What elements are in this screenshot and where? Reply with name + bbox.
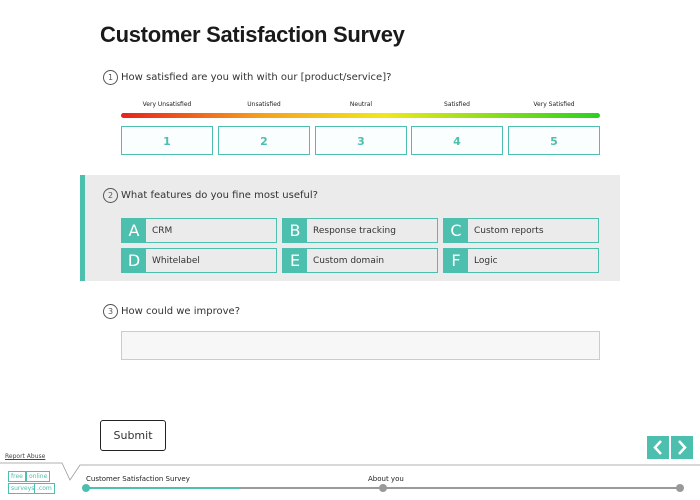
option-label: CRM: [152, 225, 173, 236]
footer-lines: [0, 462, 700, 492]
option-letter: E: [283, 249, 307, 272]
rating-button[interactable]: 2: [218, 126, 310, 155]
question-number: 2: [103, 188, 118, 203]
option-label: Response tracking: [313, 225, 396, 236]
logo-part: surveys: [8, 483, 38, 494]
option-label: Custom reports: [474, 225, 544, 236]
rating-button[interactable]: 4: [411, 126, 503, 155]
next-button[interactable]: [671, 436, 693, 459]
scale-label: Very Satisfied: [533, 101, 575, 108]
question-text: What features do you fine most useful?: [121, 190, 318, 201]
rating-button[interactable]: 5: [508, 126, 600, 155]
feature-option[interactable]: D Whitelabel: [121, 248, 277, 273]
option-letter: D: [122, 249, 146, 272]
question-number: 1: [103, 70, 118, 85]
progress-label: About you: [368, 475, 404, 483]
scale-gradient: [121, 113, 600, 118]
next-icon: [678, 440, 687, 455]
question-text: How could we improve?: [121, 306, 241, 317]
feature-option[interactable]: E Custom domain: [282, 248, 438, 273]
feature-option[interactable]: F Logic: [443, 248, 599, 273]
rating-button[interactable]: 1: [121, 126, 213, 155]
report-abuse-link[interactable]: Report Abuse: [5, 453, 46, 460]
question-number: 3: [103, 304, 118, 319]
survey-title: Customer Satisfaction Survey: [100, 22, 405, 47]
option-letter: F: [444, 249, 468, 272]
scale-label: Unsatisfied: [247, 101, 281, 108]
logo-part: online: [26, 471, 51, 482]
option-letter: B: [283, 219, 307, 242]
submit-button[interactable]: Submit: [100, 420, 166, 451]
prev-icon: [653, 440, 662, 455]
feature-option[interactable]: A CRM: [121, 218, 277, 243]
option-label: Whitelabel: [152, 255, 200, 266]
scale-label: Very Unsatisfied: [142, 101, 192, 108]
option-label: Custom domain: [313, 255, 385, 266]
option-label: Logic: [474, 255, 498, 266]
question-text: How satisfied are you with with our [pro…: [121, 72, 392, 83]
scale-label: Neutral: [349, 101, 373, 108]
progress-label: Customer Satisfaction Survey: [86, 475, 190, 483]
text-input[interactable]: [121, 331, 600, 360]
option-letter: C: [444, 219, 468, 242]
feature-option[interactable]: B Response tracking: [282, 218, 438, 243]
feature-option[interactable]: C Custom reports: [443, 218, 599, 243]
prev-button[interactable]: [647, 436, 669, 459]
rating-button[interactable]: 3: [315, 126, 407, 155]
scale-label: Satisfied: [444, 101, 470, 108]
logo-part: .com: [34, 483, 55, 494]
logo-part: free: [8, 471, 26, 482]
option-letter: A: [122, 219, 146, 242]
